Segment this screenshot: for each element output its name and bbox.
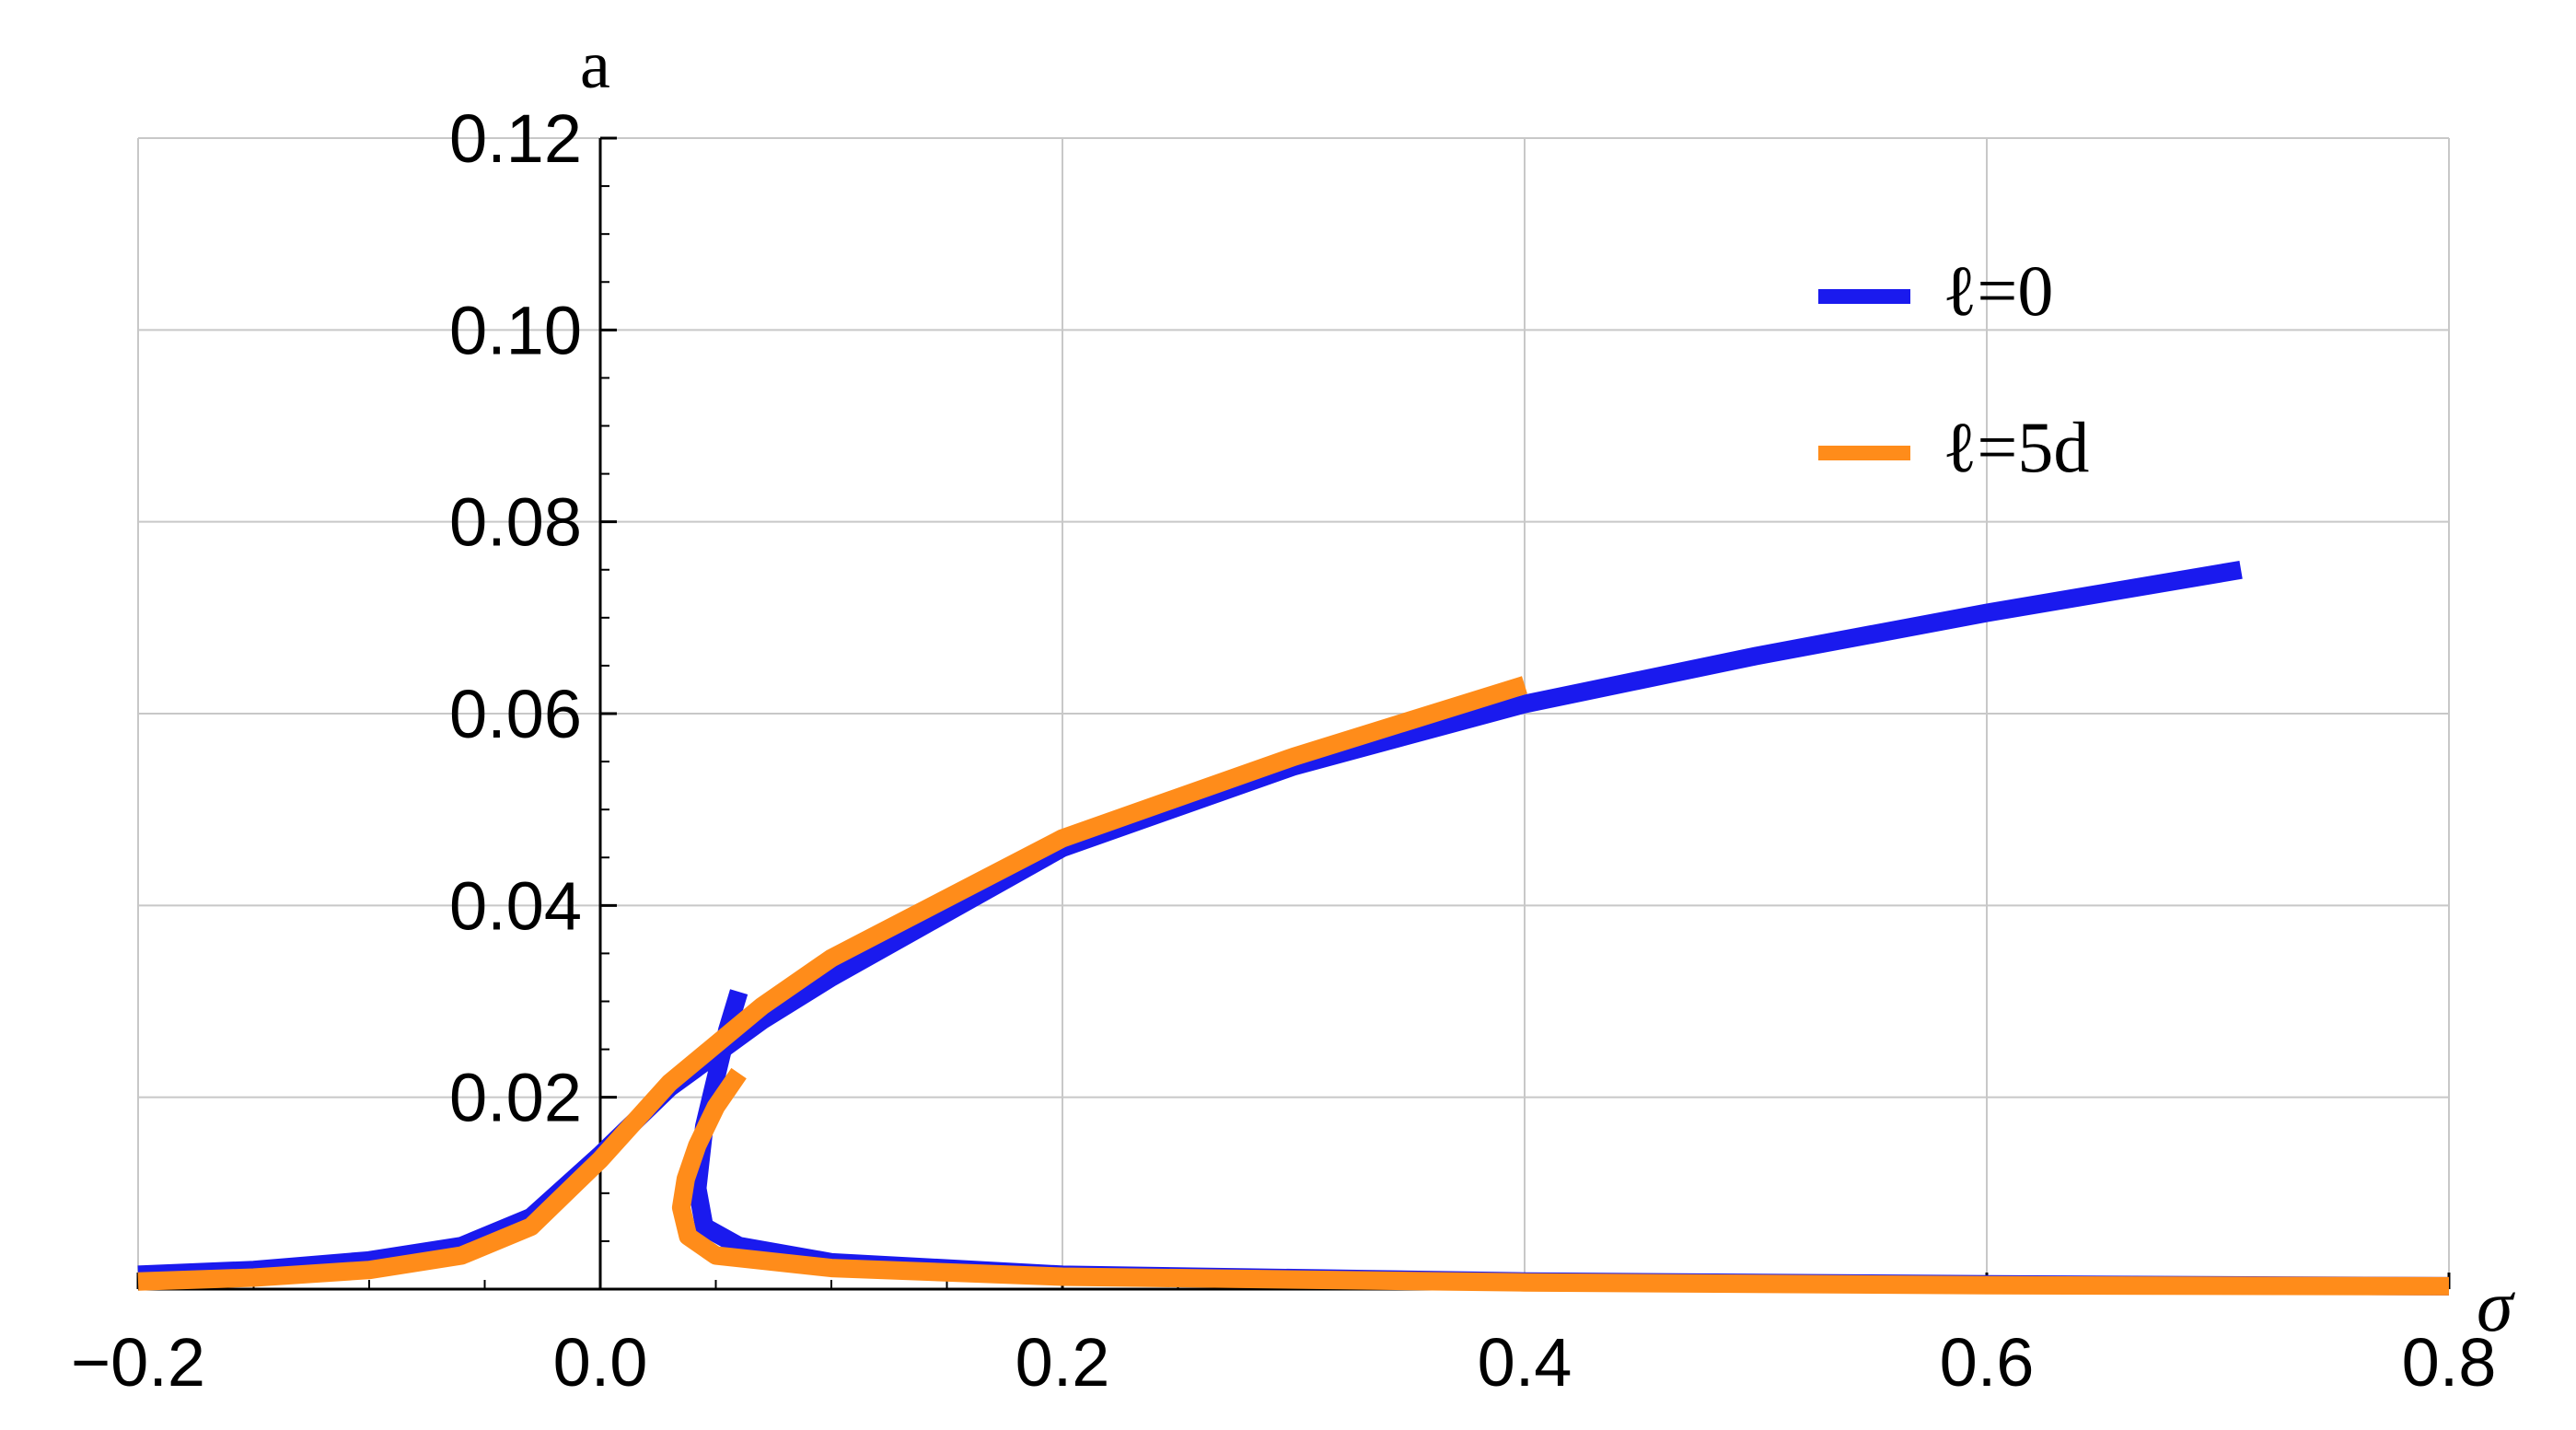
grid [137, 137, 2450, 1289]
x-tick-label-2: 0.2 [1015, 1324, 1110, 1401]
y-axis-label: a [580, 28, 610, 103]
x-tick-label-1: 0.0 [553, 1324, 648, 1401]
x-tick-label-4: 0.6 [1940, 1324, 2035, 1401]
y-tick-label-1: 0.04 [449, 867, 582, 944]
x-tick-label-3: 0.4 [1478, 1324, 1572, 1401]
series-layer [137, 560, 2450, 1296]
tick-labels: −0.2 0.0 0.2 0.4 0.6 0.8 0.02 0.04 0.06 0.08 0.10 0… [71, 100, 2496, 1401]
y-tick-label-5: 0.12 [449, 100, 582, 177]
x-tick-label-0: −0.2 [71, 1324, 205, 1401]
series-2-branch-2 [671, 1067, 2450, 1296]
y-tick-label-0: 0.02 [449, 1060, 582, 1136]
x-axis-label: σ [2477, 1266, 2515, 1347]
series-1-branch-1 [137, 560, 2243, 1285]
series-2-branch-1 [137, 676, 1527, 1291]
y-tick-label-3: 0.08 [449, 484, 582, 561]
x-tick-label-5: 0.8 [2402, 1324, 2497, 1401]
y-tick-label-2: 0.06 [449, 676, 582, 752]
legend-label-series-2: ℓ=5d [1943, 407, 2089, 487]
legend: ℓ=0 ℓ=5d [1818, 250, 2089, 487]
y-tick-label-4: 0.10 [449, 292, 582, 368]
legend-label-series-1: ℓ=0 [1943, 250, 2053, 331]
